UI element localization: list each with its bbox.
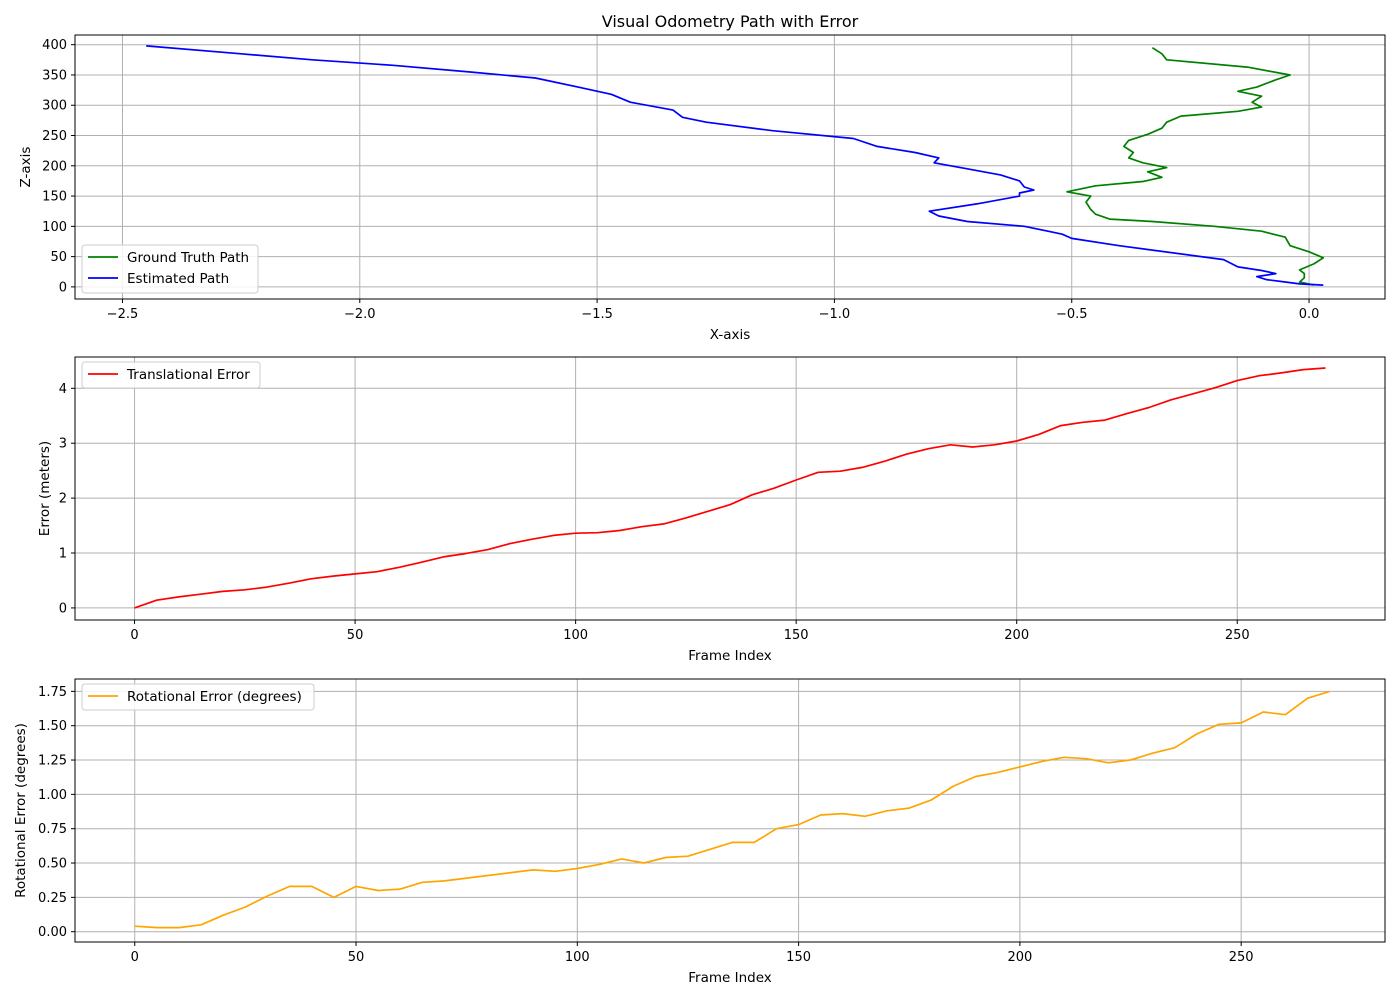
x-tick-label: −2.5 [107,307,139,322]
y-axis-label: Error (meters) [37,441,53,536]
x-tick-label: 50 [347,628,364,643]
chart-panel-1: −2.5 −2.0 −1.5 −1.0 −0.5 0.0 0 50 100 150 200 250 30… [18,12,1386,343]
series-line-estimated-path [146,45,1324,286]
legend: Rotational Error (degrees) [81,683,315,711]
y-tick-label: 0.50 [38,857,67,872]
legend-label: Ground Truth Path [127,250,249,266]
x-tick-label: 150 [786,950,811,965]
x-tick-label: 100 [563,628,588,643]
y-tick-label: 4 [59,382,67,397]
legend-label: Rotational Error (degrees) [127,689,302,705]
x-tick-label: 0 [130,628,138,643]
chart-panel-3: 0 50 100 150 200 250 0.00 0.25 0.50 0.75 1.00 1.25 1… [13,678,1386,986]
y-axis-label: Z-axis [18,147,34,188]
y-tick-label: 350 [42,68,67,83]
y-tick-label: 0 [59,280,67,295]
legend-box [81,683,315,711]
y-tick-label: 50 [50,250,67,265]
plot-frame [74,34,1386,300]
y-tick-label: 150 [42,190,67,205]
legend-box [81,244,259,294]
x-tick-label: −1.0 [819,307,851,322]
legend: Ground Truth Path Estimated Path [81,244,259,294]
y-tick-label: 0.75 [38,822,67,837]
x-tick-label: 50 [348,950,365,965]
plot-frame [74,356,1386,621]
y-tick-label: 1.75 [38,685,67,700]
chart-panel-2: 0 50 100 150 200 250 0 1 2 3 4 Frame Index Error (me… [37,356,1386,664]
y-axis-label: Rotational Error (degrees) [13,723,29,898]
y-tick-label: 2 [59,492,67,507]
x-tick-label: −2.0 [344,307,376,322]
x-tick-label: 0.0 [1299,307,1320,322]
x-tick-label: 250 [1229,950,1254,965]
y-tick-label: 3 [59,437,67,452]
x-tick-label: −0.5 [1056,307,1088,322]
x-tick-label: 200 [1007,950,1032,965]
legend-box [81,361,261,389]
series-line-translational-error [134,367,1326,609]
y-tick-label: 300 [42,99,67,114]
y-tick-label: 0.25 [38,891,67,906]
y-tick-label: 1.00 [38,788,67,803]
series-line-rotational-error-degrees [134,690,1330,929]
legend-label: Estimated Path [127,271,229,287]
x-tick-label: 0 [131,950,139,965]
x-tick-label: −1.5 [581,307,613,322]
x-axis-label: Frame Index [688,970,772,986]
y-tick-label: 1.25 [38,754,67,769]
y-tick-label: 1.50 [38,719,67,734]
x-axis-label: X-axis [710,327,751,343]
legend-label: Translational Error [126,367,250,383]
y-tick-label: 200 [42,159,67,174]
series-line-ground-truth-path [1066,46,1325,286]
y-tick-label: 0.00 [38,925,67,940]
y-tick-label: 0 [59,601,67,616]
plot-frame [74,678,1386,943]
y-tick-label: 250 [42,129,67,144]
chart-title: Visual Odometry Path with Error [602,12,859,31]
x-axis-label: Frame Index [688,648,772,664]
y-tick-label: 100 [42,220,67,235]
x-tick-label: 100 [565,950,590,965]
x-tick-label: 250 [1225,628,1250,643]
x-tick-label: 150 [784,628,809,643]
x-tick-label: 200 [1004,628,1029,643]
legend: Translational Error [81,361,261,389]
y-tick-label: 400 [42,38,67,53]
y-tick-label: 1 [59,547,67,562]
